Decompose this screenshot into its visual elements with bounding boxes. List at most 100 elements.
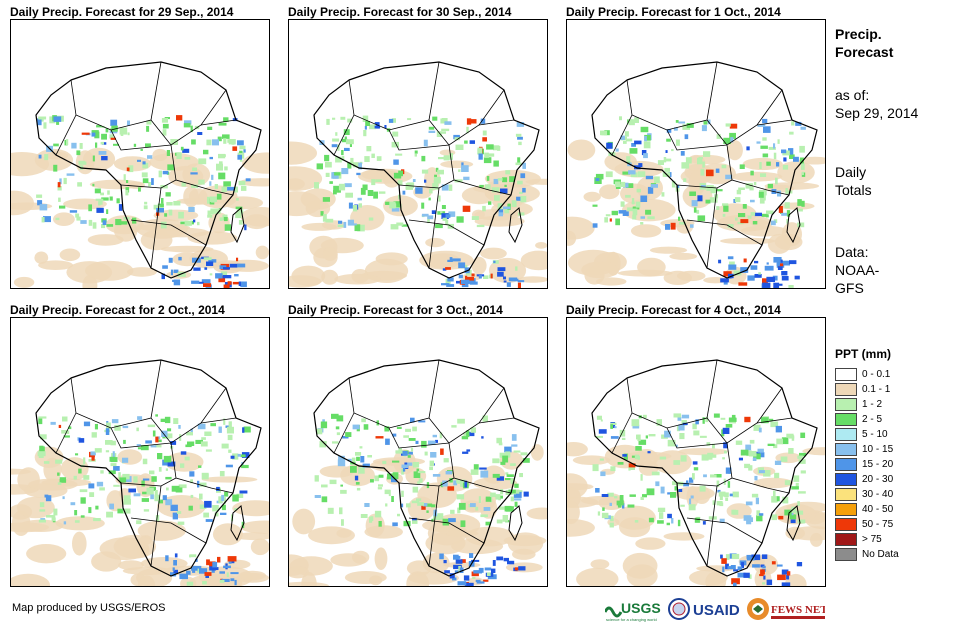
legend-label: 15 - 20 [862,459,894,470]
country-border [130,219,207,246]
panel-title: Daily Precip. Forecast for 29 Sep., 2014 [10,5,234,19]
country-border [756,119,793,126]
legend-label: 2 - 5 [862,414,883,425]
data-source-line1: Data: [835,244,869,260]
legend-label: 50 - 75 [862,519,894,530]
country-border [348,359,440,429]
panel-title: Daily Precip. Forecast for 4 Oct., 2014 [566,303,781,317]
madagascar-outline [508,207,523,244]
usgs-logo: USGS science for a changing world [605,600,661,622]
panel-title: Daily Precip. Forecast for 1 Oct., 2014 [566,5,781,19]
legend-swatch [835,518,857,531]
legend-label: 1 - 2 [862,399,883,410]
legend-swatch [835,383,857,396]
forecast-panel-2: Daily Precip. Forecast for 30 Sep., 2014 [288,5,550,291]
legend-label: 40 - 50 [862,504,894,515]
country-border [55,114,77,156]
panel-title: Daily Precip. Forecast for 3 Oct., 2014 [288,303,503,317]
country-border [55,412,77,454]
totals-line1: Daily [835,164,867,180]
legend-swatch [835,548,857,561]
usaid-seal [668,598,690,620]
country-border [200,417,237,424]
data-source-line3: GFS [835,280,864,296]
country-border [200,119,237,126]
usgs-logo-text: USGS [621,600,661,616]
legend-swatch [835,488,857,501]
data-source-line2: NOAA- [835,262,880,278]
country-border [150,187,162,269]
legend-label: > 75 [862,534,882,545]
country-border [686,219,763,246]
madagascar-outline [230,505,245,542]
country-border [408,517,485,544]
country-border [706,485,718,567]
legend-swatch [835,398,857,411]
legend-label: 0 - 0.1 [862,369,891,380]
legend-label: No Data [862,549,899,560]
country-border [706,187,718,269]
legend-label: 0.1 - 1 [862,384,891,395]
usgs-tagline: science for a changing world [606,617,657,622]
precip-map [566,317,826,587]
fewsnet-logo [747,598,769,620]
credit-text: Map produced by USGS/EROS [12,602,166,614]
africa-map [289,359,547,586]
africa-map [11,61,269,288]
legend-label: 10 - 15 [862,444,894,455]
as-of-value: Sep 29, 2014 [835,105,919,121]
country-border [70,359,162,429]
legend-swatch [835,368,857,381]
product-title-line1: Precip. [835,26,882,42]
precip-map [10,19,270,289]
country-border [333,412,355,454]
madagascar-outline [508,505,523,542]
forecast-panel-1: Daily Precip. Forecast for 29 Sep., 2014 [10,5,272,291]
country-border [611,114,633,156]
country-border [626,61,718,131]
country-border [756,417,793,424]
madagascar-outline [786,505,801,542]
legend-swatch [835,473,857,486]
country-border [408,219,485,246]
madagascar-outline [786,207,801,244]
forecast-panel-6: Daily Precip. Forecast for 4 Oct., 2014 [566,303,828,589]
precip-map [288,19,548,289]
forecast-panel-5: Daily Precip. Forecast for 3 Oct., 2014 [288,303,550,589]
forecast-panel-3: Daily Precip. Forecast for 1 Oct., 2014 [566,5,828,291]
legend-label: 5 - 10 [862,429,888,440]
africa-map [289,61,547,288]
legend-swatch [835,428,857,441]
legend-swatch [835,533,857,546]
data-source: Data: NOAA- GFS [835,243,879,297]
legend-swatch [835,503,857,516]
africa-map [567,61,825,288]
as-of-label: as of: [835,87,870,103]
totals-line2: Totals [835,182,872,198]
as-of-date: as of: Sep 29, 2014 [835,86,918,122]
legend-label: 20 - 30 [862,474,894,485]
legend-swatch [835,458,857,471]
country-border [428,187,440,269]
country-border [428,485,440,567]
usgs-wave-icon [605,606,623,618]
product-title: Precip. Forecast [835,25,893,61]
panel-title: Daily Precip. Forecast for 2 Oct., 2014 [10,303,225,317]
country-border [611,412,633,454]
precip-map [10,317,270,587]
product-title-line2: Forecast [835,44,894,60]
country-border [333,114,355,156]
madagascar-outline [230,207,245,244]
partner-logos: USGS science for a changing world USAID … [605,598,825,622]
country-border [686,517,763,544]
legend-label: 30 - 40 [862,489,894,500]
country-border [150,485,162,567]
legend-swatch [835,413,857,426]
forecast-panel-4: Daily Precip. Forecast for 2 Oct., 2014 [10,303,272,589]
country-border [130,517,207,544]
precip-map [566,19,826,289]
legend-swatch [835,443,857,456]
country-border [478,417,515,424]
africa-map [567,359,825,586]
usaid-logo-text: USAID [693,602,740,619]
